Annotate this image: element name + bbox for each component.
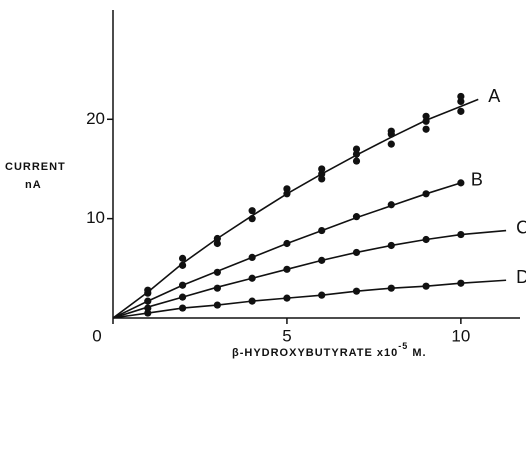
y-label: nA bbox=[25, 179, 42, 191]
fit-curve bbox=[112, 279, 507, 319]
series-label: D bbox=[516, 267, 526, 287]
data-point bbox=[318, 175, 326, 183]
data-point bbox=[422, 112, 430, 120]
data-point bbox=[422, 190, 430, 198]
y-tick-label: 20 bbox=[86, 109, 105, 128]
data-point bbox=[387, 284, 395, 292]
data-point bbox=[422, 117, 430, 125]
data-point bbox=[248, 297, 256, 305]
data-point bbox=[178, 293, 187, 301]
series-label: B bbox=[471, 170, 483, 190]
x-tick-label: 5 bbox=[282, 326, 291, 345]
y-tick-label: 10 bbox=[86, 208, 105, 227]
data-point bbox=[178, 254, 187, 262]
data-point bbox=[352, 287, 361, 295]
data-point bbox=[387, 241, 395, 250]
data-point bbox=[144, 286, 152, 294]
x-tick-label: 0 bbox=[92, 326, 101, 345]
data-point bbox=[422, 125, 430, 133]
data-point bbox=[318, 226, 326, 235]
data-point bbox=[457, 230, 465, 239]
series-label: A bbox=[488, 86, 500, 106]
data-point bbox=[457, 179, 465, 187]
x-label: β-HYDROXYBUTYRATE x10-5 M. bbox=[232, 341, 427, 359]
data-point bbox=[387, 140, 395, 148]
data-point bbox=[318, 165, 326, 173]
data-point bbox=[144, 304, 152, 312]
data-point bbox=[213, 284, 221, 292]
data-point bbox=[248, 215, 256, 223]
fit-curve bbox=[112, 98, 479, 319]
data-point bbox=[352, 145, 361, 153]
data-point bbox=[283, 265, 291, 273]
data-point bbox=[213, 234, 221, 243]
data-point bbox=[178, 261, 187, 269]
data-point bbox=[352, 150, 361, 158]
y-label: CURRENT bbox=[5, 161, 66, 173]
data-point bbox=[144, 297, 152, 305]
data-point bbox=[318, 170, 326, 178]
x-label-part: β-HYDROXYBUTYRATE x10 bbox=[232, 347, 398, 359]
x-label-part: -5 bbox=[398, 341, 408, 351]
data-point bbox=[213, 239, 221, 248]
data-point bbox=[283, 190, 291, 198]
data-point bbox=[422, 282, 430, 290]
data-point bbox=[457, 92, 465, 101]
data-point bbox=[352, 248, 361, 257]
data-point bbox=[457, 279, 465, 287]
data-point bbox=[352, 213, 361, 221]
data-point bbox=[387, 201, 395, 209]
x-label-part: M. bbox=[408, 347, 426, 359]
data-point bbox=[457, 107, 465, 115]
data-point bbox=[213, 301, 221, 309]
data-point bbox=[248, 253, 256, 261]
data-point bbox=[144, 309, 152, 317]
data-point bbox=[387, 127, 395, 135]
data-point bbox=[422, 235, 430, 244]
data-point bbox=[318, 291, 326, 299]
data-point bbox=[352, 157, 361, 165]
x-tick-label: 10 bbox=[451, 326, 470, 345]
data-point bbox=[318, 256, 326, 264]
data-point bbox=[248, 207, 256, 215]
data-point bbox=[178, 281, 187, 289]
data-point bbox=[283, 185, 291, 193]
data-point bbox=[457, 97, 465, 106]
fit-curve bbox=[112, 229, 507, 319]
data-point bbox=[178, 304, 187, 312]
data-point bbox=[213, 268, 221, 276]
series-label: C bbox=[516, 217, 526, 237]
data-point bbox=[283, 239, 291, 248]
data-point bbox=[283, 294, 291, 302]
data-point bbox=[248, 274, 256, 282]
